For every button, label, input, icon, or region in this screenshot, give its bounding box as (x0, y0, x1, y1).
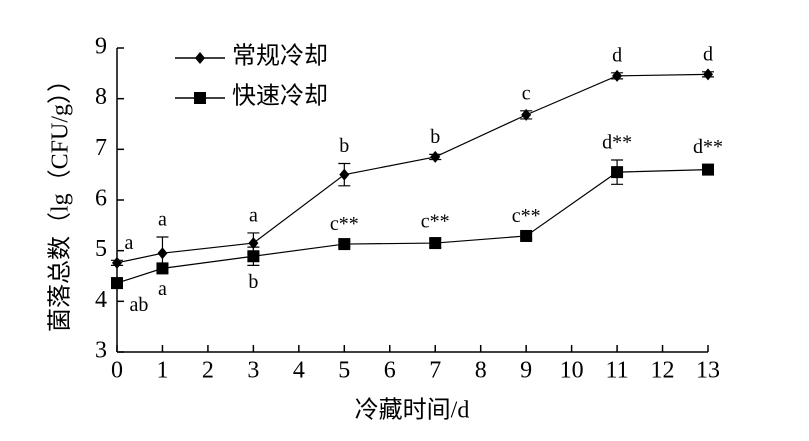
y-axis-label: 菌落总数（lg（CFU/g）） (47, 68, 74, 332)
marker (195, 52, 205, 64)
legend-label: 快速冷却 (232, 83, 328, 110)
marker (157, 247, 168, 260)
x-tick-label: 2 (202, 358, 214, 384)
data-label: b (430, 126, 440, 148)
marker (611, 166, 624, 179)
x-tick-label: 4 (293, 358, 305, 384)
series-line (116, 73, 709, 264)
data-label: d (703, 43, 713, 65)
x-tick-label: 11 (606, 358, 629, 384)
x-axis-label: 冷藏时间/d (355, 397, 470, 424)
x-tick-label: 3 (247, 358, 259, 384)
y-tick-label: 9 (95, 34, 107, 60)
x-tick-label: 5 (338, 358, 350, 384)
marker (521, 108, 532, 121)
data-label: ab (130, 294, 149, 316)
data-label: c** (330, 213, 359, 235)
data-label: d** (602, 132, 632, 154)
x-tick-label: 6 (384, 358, 396, 384)
y-tick-label: 3 (95, 338, 107, 364)
x-tick-label: 13 (696, 358, 720, 384)
marker (520, 229, 533, 242)
x-tick-label: 12 (651, 358, 675, 384)
data-label: a (125, 232, 134, 254)
data-label: b (248, 271, 258, 293)
legend-label: 常规冷却 (232, 43, 328, 70)
marker (156, 262, 169, 275)
series-line (116, 169, 709, 284)
marker (112, 256, 122, 269)
x-tick-label: 0 (111, 358, 123, 384)
data-label: d (612, 44, 622, 66)
marker (429, 237, 442, 250)
x-tick-label: 7 (429, 358, 441, 384)
data-label: a (249, 205, 258, 227)
data-label: c** (512, 205, 541, 227)
data-label: c** (421, 211, 450, 233)
marker (248, 237, 259, 250)
data-label: c (522, 82, 531, 104)
marker (339, 168, 350, 181)
y-tick-label: 4 (95, 287, 107, 313)
marker (338, 238, 351, 251)
marker (702, 163, 714, 176)
marker (430, 150, 441, 163)
y-tick-label: 6 (95, 186, 107, 212)
x-tick-label: 10 (560, 358, 584, 384)
x-tick-label: 8 (475, 358, 487, 384)
y-tick-label: 8 (95, 84, 107, 110)
data-label: a (158, 278, 167, 300)
data-label: a (158, 209, 167, 231)
marker (612, 69, 623, 82)
x-tick-label: 9 (520, 358, 532, 384)
marker (111, 277, 123, 290)
data-label: d** (693, 136, 723, 158)
y-tick-label: 5 (95, 236, 107, 262)
marker (247, 250, 260, 263)
y-tick-label: 7 (95, 135, 107, 161)
data-label: b (339, 135, 349, 157)
x-tick-label: 1 (156, 358, 168, 384)
marker (194, 92, 206, 104)
marker (703, 68, 713, 81)
